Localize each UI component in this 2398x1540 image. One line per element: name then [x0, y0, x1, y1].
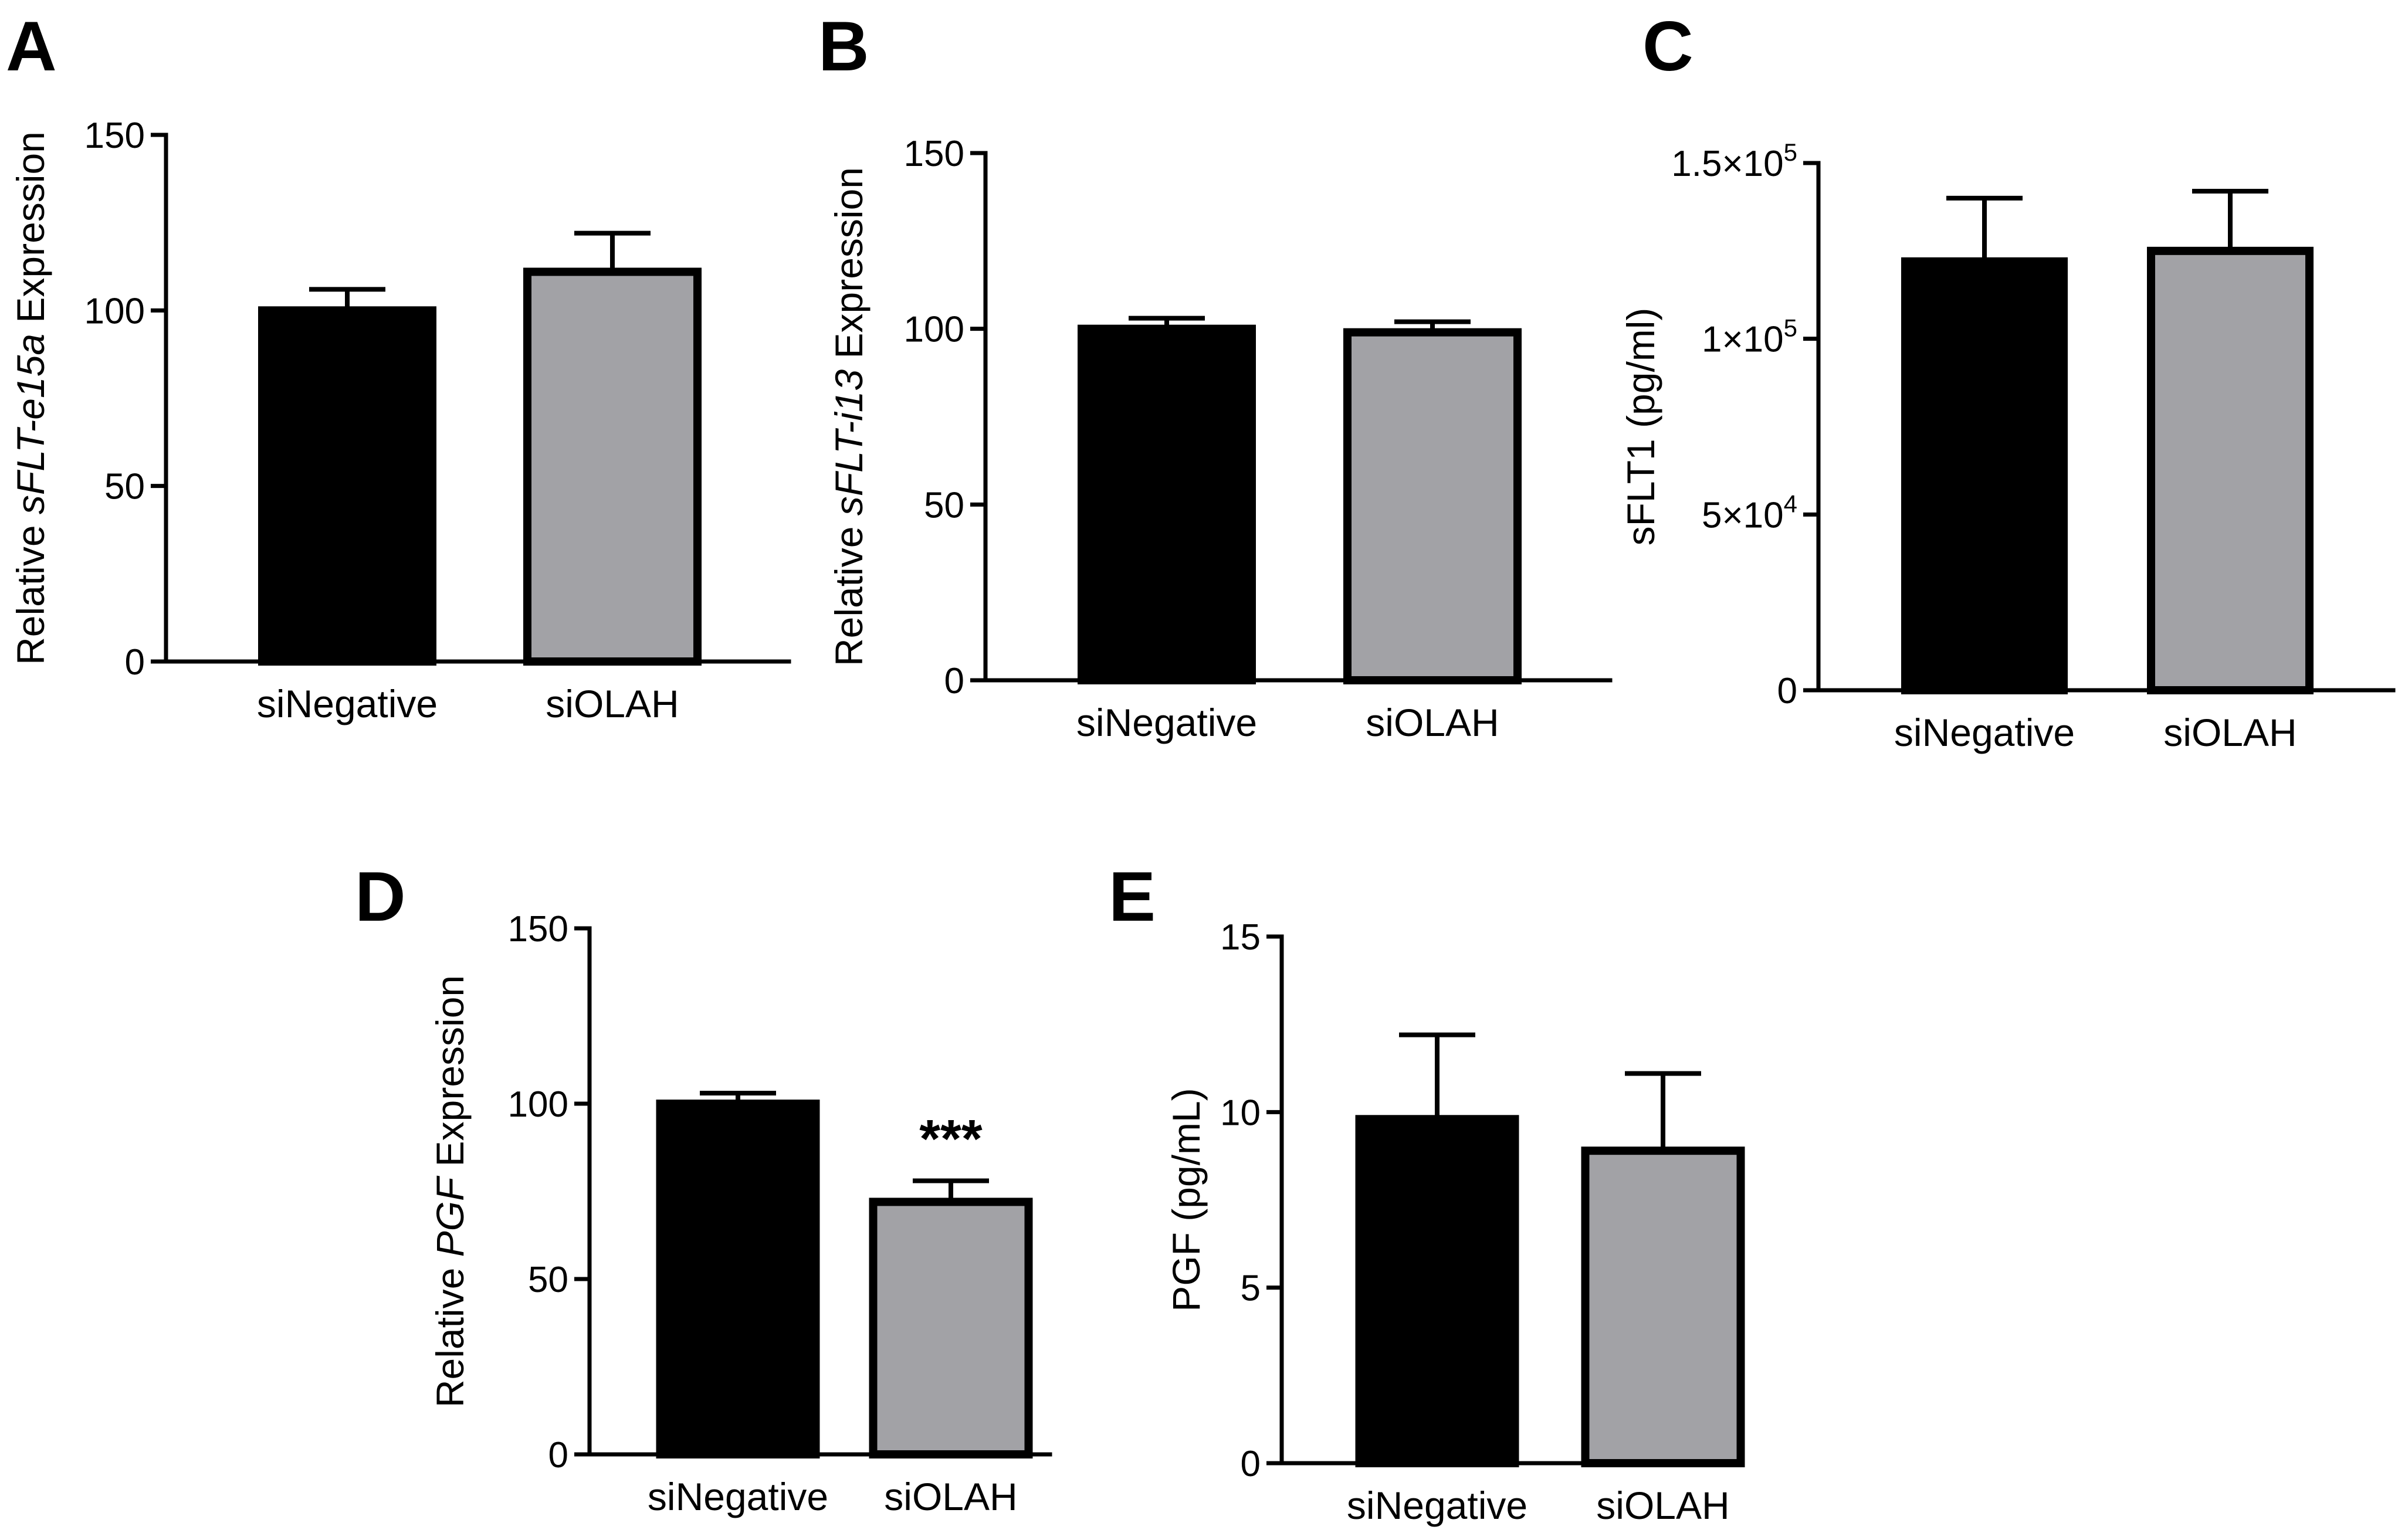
y-tick-label: 0: [1241, 1444, 1261, 1484]
y-tick-label: 150: [84, 116, 145, 156]
panel-d: D 0 50 100 150 siNegative siOLAH *** Relative PG…: [355, 857, 1052, 1518]
y-tick-label-base: 5×10: [1702, 495, 1784, 535]
y-tick-label: 1×105: [1702, 314, 1797, 360]
panel-b: B 0 50 100 150 siNegative siOLAH Relative sFLT-…: [818, 7, 1613, 744]
y-tick-label-exponent: 5: [1784, 314, 1797, 342]
y-tick-label: 50: [104, 467, 145, 507]
panel-letter: D: [355, 857, 406, 936]
y-axis-label-part: PGF: [428, 1175, 472, 1257]
bar-sinegative: [1078, 324, 1256, 684]
bar-sinegative: [1355, 1115, 1519, 1467]
y-tick-label: 0: [944, 661, 964, 701]
bar-siolah: [1581, 1146, 1745, 1467]
y-tick-label-base: 1.5×10: [1671, 144, 1783, 184]
y-tick-label: 0: [548, 1435, 568, 1475]
y-axis-label: sFLT1 (pg/ml): [1619, 308, 1662, 546]
y-tick-label: 10: [1220, 1093, 1261, 1133]
panel-letter: B: [818, 7, 869, 86]
y-tick-label-base: 1×10: [1702, 320, 1784, 360]
y-axis-label: PGF (pg/mL): [1164, 1088, 1208, 1311]
bar-siolah: [523, 267, 702, 666]
y-tick-label: 15: [1220, 917, 1261, 958]
bar-sinegative: [258, 306, 436, 666]
x-category-label: siOLAH: [546, 682, 679, 725]
bar-siolah: [1343, 328, 1522, 684]
y-tick-label: 150: [508, 909, 568, 949]
y-axis-label: Relative sFLT-e15a Expression: [9, 131, 52, 665]
y-axis-label-part: Relative: [9, 514, 52, 665]
x-category-label: siOLAH: [1596, 1484, 1729, 1527]
y-axis-label: Relative sFLT-i13 Expression: [827, 167, 871, 666]
y-axis-label-part: sFLT-e15a: [9, 334, 52, 514]
x-category-label: siNegative: [648, 1475, 828, 1518]
y-tick-label: 100: [904, 310, 964, 350]
y-tick-label: 1.5×105: [1671, 138, 1797, 184]
panel-a: A 0 50 100 150 siNegative siOLAH Relative sFLT-…: [6, 7, 791, 725]
x-category-label: siOLAH: [884, 1475, 1017, 1518]
x-category-label: siNegative: [1076, 701, 1257, 744]
y-tick-label-exponent: 5: [1784, 138, 1797, 166]
y-axis-label-part: sFLT1 (pg/ml): [1619, 308, 1662, 546]
x-category-label: siNegative: [1347, 1484, 1527, 1527]
y-axis-label-part: Expression: [9, 131, 52, 334]
y-tick-label: 5: [1241, 1268, 1261, 1309]
panel-letter: E: [1109, 857, 1156, 936]
y-axis-label-part: Relative: [827, 515, 871, 666]
y-axis-label: Relative PGF Expression: [428, 975, 472, 1407]
y-axis-label-part: Relative: [428, 1257, 472, 1407]
y-axis-label-part: Expression: [827, 167, 871, 369]
y-tick-label: 100: [84, 291, 145, 331]
panel-e: E 0 5 10 15 siNegative siOLAH PGF (pg/mL): [1109, 857, 1745, 1527]
bar-siolah: [869, 1198, 1033, 1458]
y-axis-label-part: Expression: [428, 975, 472, 1178]
significance-annotation: ***: [919, 1110, 983, 1169]
x-category-label: siNegative: [257, 682, 438, 725]
x-category-label: siOLAH: [1366, 701, 1499, 744]
y-tick-label: 5×104: [1702, 490, 1797, 535]
y-tick-label: 50: [924, 485, 964, 525]
bar-sinegative: [656, 1100, 820, 1458]
y-tick-label: 0: [125, 642, 145, 683]
x-category-label: siOLAH: [2163, 711, 2297, 754]
y-tick-label-exponent: 4: [1784, 490, 1797, 517]
panel-letter: A: [6, 7, 57, 86]
y-tick-label: 100: [508, 1084, 568, 1125]
panel-letter: C: [1642, 7, 1693, 86]
y-tick-label: 0: [1777, 671, 1797, 711]
bar-sinegative: [1901, 257, 2068, 694]
y-axis-label-part: PGF (pg/mL): [1164, 1088, 1208, 1311]
y-axis-label-part: sFLT-i13: [827, 369, 871, 516]
y-tick-label: 50: [528, 1260, 568, 1300]
bar-siolah: [2147, 246, 2314, 695]
x-category-label: siNegative: [1894, 711, 2075, 754]
y-tick-label: 150: [904, 134, 964, 174]
